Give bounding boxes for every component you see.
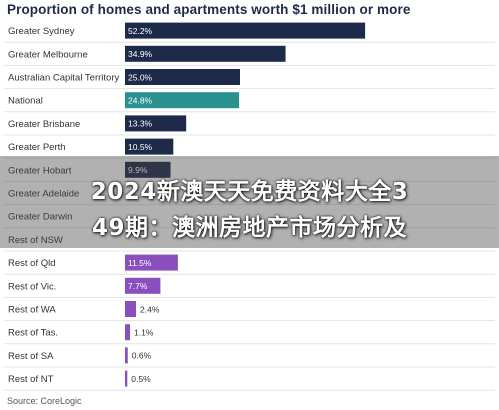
bar [125, 115, 187, 132]
bar [125, 370, 128, 387]
bar-value-label: 9.9% [128, 165, 148, 175]
bar-value-label: 25.0% [128, 72, 153, 82]
category-label: National [8, 96, 43, 107]
category-label: Greater Hobart [8, 165, 72, 176]
category-label: Greater Melbourne [8, 49, 88, 60]
category-label: Rest of Qld [8, 258, 56, 269]
category-label: Rest of NT [8, 374, 54, 385]
bar [125, 138, 174, 155]
bar [125, 92, 240, 109]
category-label: Rest of Tas. [8, 328, 58, 339]
bar [125, 277, 161, 294]
bar-value-label: 10.5% [128, 142, 153, 152]
bar [125, 324, 131, 341]
bar [125, 161, 171, 178]
bar [125, 301, 137, 317]
watermark-banner: 2024新澳天天免费资料大全3 49期：澳洲房地产市场分析及 [0, 156, 499, 248]
category-label: Rest of SA [8, 351, 54, 362]
category-label: Greater Perth [8, 142, 66, 153]
category-label: Rest of Vic. [8, 281, 56, 292]
bar-value-label: 2.4% [140, 304, 160, 314]
bar-value-label: 24.8% [128, 96, 153, 106]
bar-value-label: 0.5% [131, 374, 151, 384]
bar [125, 69, 240, 85]
bar [125, 254, 178, 271]
banner-text-line-1: 2024新澳天天免费资料大全3 [90, 179, 409, 205]
bar-value-label: 1.1% [134, 328, 154, 338]
bar-value-label: 0.6% [132, 351, 152, 361]
bar-value-label: 13.3% [128, 119, 153, 129]
bar [125, 22, 366, 39]
bar-value-label: 34.9% [128, 49, 153, 59]
category-label: Australian Capital Territory [8, 73, 119, 84]
banner-text-line-2: 49期：澳洲房地产市场分析及 [91, 215, 407, 241]
category-label: Greater Sydney [8, 26, 75, 37]
bar [125, 347, 128, 364]
bar-value-label: 52.2% [128, 26, 153, 36]
bar-value-label: 7.7% [128, 281, 148, 291]
bar-value-label: 11.5% [128, 258, 152, 268]
category-label: Rest of WA [8, 305, 56, 316]
chart-title: Proportion of homes and apartments worth… [7, 2, 411, 17]
bar [125, 45, 286, 62]
category-label: Rest of NSW [8, 235, 63, 246]
category-label: Greater Brisbane [8, 119, 80, 130]
category-label: Greater Adelaide [8, 189, 79, 200]
source-note: Source: CoreLogic [7, 396, 82, 406]
category-label: Greater Darwin [8, 212, 72, 223]
